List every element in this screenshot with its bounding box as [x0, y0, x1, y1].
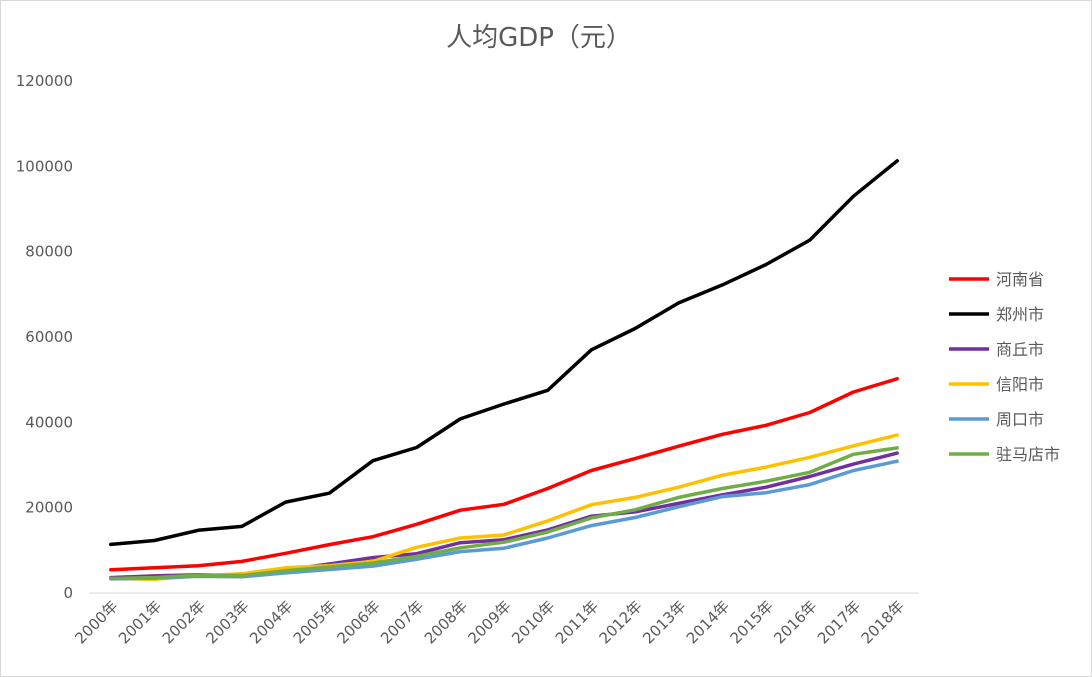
y-axis-ticks: 0 20000 40000 60000 80000 100000 120000 — [16, 72, 73, 602]
series-line-2 — [109, 451, 899, 580]
x-tick-label: 2016年 — [770, 597, 820, 647]
x-tick-label: 2006年 — [333, 597, 383, 647]
legend-label: 商丘市 — [996, 340, 1044, 359]
y-tick-label: 20000 — [25, 499, 73, 517]
y-tick-label: 80000 — [25, 243, 73, 261]
legend-label: 河南省 — [996, 270, 1044, 289]
y-tick-label: 100000 — [16, 157, 73, 175]
x-tick-label: 2004年 — [246, 597, 296, 647]
legend-label: 信阳市 — [996, 375, 1044, 394]
x-tick-label: 2000年 — [71, 597, 121, 647]
series-line-0 — [109, 377, 899, 572]
x-tick-label: 2015年 — [727, 597, 777, 647]
x-tick-label: 2014年 — [683, 597, 733, 647]
x-tick-label: 2009年 — [464, 597, 514, 647]
x-tick-label: 2005年 — [290, 597, 340, 647]
legend-label: 周口市 — [996, 410, 1044, 429]
x-tick-label: 2007年 — [377, 597, 427, 647]
x-tick-label: 2012年 — [596, 597, 646, 647]
x-tick-label: 2010年 — [508, 597, 558, 647]
chart-title: 人均GDP（元） — [446, 23, 632, 53]
series-line-5 — [109, 446, 899, 581]
x-tick-label: 2001年 — [115, 597, 165, 647]
x-tick-label: 2018年 — [858, 597, 908, 647]
legend-label: 郑州市 — [996, 305, 1044, 324]
y-tick-label: 40000 — [25, 413, 73, 431]
y-tick-label: 0 — [63, 584, 73, 602]
legend-label: 驻马店市 — [996, 445, 1060, 464]
x-axis-ticks: 2000年2001年2002年2003年2004年2005年2006年2007年… — [71, 597, 908, 647]
series-line-1 — [109, 159, 899, 547]
x-tick-label: 2002年 — [159, 597, 209, 647]
x-tick-label: 2008年 — [421, 597, 471, 647]
x-tick-label: 2011年 — [552, 597, 602, 647]
x-tick-label: 2003年 — [202, 597, 252, 647]
y-tick-label: 120000 — [16, 72, 73, 90]
series-lines — [109, 159, 899, 582]
series-line-3 — [109, 433, 899, 582]
x-tick-label: 2017年 — [814, 597, 864, 647]
x-tick-label: 2013年 — [639, 597, 689, 647]
y-tick-label: 60000 — [25, 328, 73, 346]
